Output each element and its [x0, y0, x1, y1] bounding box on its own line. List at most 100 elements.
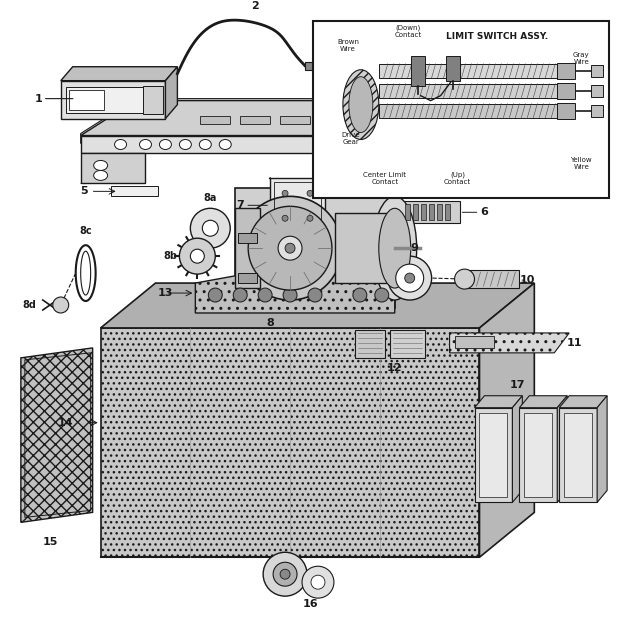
- Ellipse shape: [324, 114, 336, 123]
- Ellipse shape: [200, 139, 211, 150]
- Polygon shape: [81, 101, 500, 135]
- Ellipse shape: [219, 139, 231, 150]
- Text: 15: 15: [43, 537, 58, 547]
- Text: 9: 9: [410, 243, 418, 253]
- Bar: [405, 204, 410, 220]
- Bar: [446, 56, 459, 81]
- Bar: [238, 273, 257, 283]
- Text: LIMIT SWITCH ASSY.: LIMIT SWITCH ASSY.: [446, 32, 547, 41]
- Text: 8d: 8d: [22, 300, 36, 310]
- Bar: [66, 87, 161, 112]
- Ellipse shape: [179, 238, 215, 274]
- Polygon shape: [200, 116, 230, 123]
- Ellipse shape: [94, 160, 108, 170]
- Bar: [557, 103, 575, 119]
- Ellipse shape: [140, 139, 151, 150]
- Bar: [445, 204, 449, 220]
- Ellipse shape: [282, 191, 288, 196]
- Bar: [557, 63, 575, 79]
- Polygon shape: [410, 153, 510, 193]
- Polygon shape: [61, 67, 177, 81]
- Ellipse shape: [454, 269, 474, 289]
- Polygon shape: [81, 251, 91, 295]
- Bar: [355, 330, 385, 358]
- Bar: [270, 178, 325, 233]
- Polygon shape: [195, 273, 395, 313]
- Ellipse shape: [263, 552, 307, 596]
- Text: (Up)
Contact: (Up) Contact: [444, 171, 471, 185]
- Bar: [454, 336, 494, 348]
- Polygon shape: [512, 395, 523, 503]
- Bar: [557, 83, 575, 99]
- Ellipse shape: [238, 196, 342, 300]
- Ellipse shape: [307, 191, 313, 196]
- Ellipse shape: [349, 76, 373, 132]
- Text: 4: 4: [381, 152, 389, 161]
- Bar: [400, 202, 459, 223]
- Bar: [591, 105, 603, 117]
- Ellipse shape: [283, 288, 297, 302]
- Text: 1: 1: [35, 94, 43, 103]
- Bar: [451, 166, 466, 195]
- Ellipse shape: [343, 70, 379, 139]
- Bar: [110, 186, 159, 196]
- Text: Gray
Wire: Gray Wire: [573, 52, 590, 65]
- Ellipse shape: [159, 139, 171, 150]
- Polygon shape: [100, 328, 479, 557]
- Ellipse shape: [405, 273, 415, 283]
- Ellipse shape: [202, 220, 218, 236]
- Text: Drive
Gear: Drive Gear: [342, 132, 360, 145]
- Text: 10: 10: [520, 275, 535, 285]
- Ellipse shape: [233, 288, 247, 302]
- Polygon shape: [61, 81, 166, 119]
- Ellipse shape: [396, 264, 423, 292]
- Polygon shape: [81, 99, 500, 144]
- Bar: [420, 204, 426, 220]
- Text: (Down)
Contact: (Down) Contact: [394, 24, 421, 38]
- Ellipse shape: [388, 256, 432, 300]
- Polygon shape: [400, 135, 520, 153]
- Ellipse shape: [308, 288, 322, 302]
- Polygon shape: [520, 395, 567, 408]
- Text: 13: 13: [157, 288, 173, 298]
- Bar: [274, 182, 321, 229]
- Polygon shape: [21, 348, 92, 523]
- Text: Brown
Wire: Brown Wire: [337, 39, 359, 52]
- Polygon shape: [280, 116, 310, 123]
- Polygon shape: [450, 333, 569, 353]
- Bar: [335, 213, 390, 283]
- Text: 7: 7: [236, 200, 244, 211]
- Polygon shape: [240, 116, 270, 123]
- Ellipse shape: [344, 125, 356, 132]
- Text: 8c: 8c: [79, 226, 92, 236]
- Ellipse shape: [285, 243, 295, 253]
- Bar: [479, 413, 507, 498]
- Bar: [591, 65, 603, 76]
- Text: 8b: 8b: [164, 251, 177, 261]
- Bar: [69, 90, 104, 110]
- Bar: [390, 330, 425, 358]
- Polygon shape: [559, 395, 607, 408]
- Polygon shape: [597, 395, 607, 503]
- Bar: [379, 64, 557, 78]
- Ellipse shape: [311, 575, 325, 589]
- Ellipse shape: [94, 170, 108, 180]
- Polygon shape: [559, 408, 597, 503]
- Bar: [235, 208, 260, 288]
- Ellipse shape: [451, 166, 479, 195]
- Ellipse shape: [353, 288, 367, 302]
- Bar: [410, 56, 425, 85]
- Ellipse shape: [278, 236, 302, 260]
- Text: 3: 3: [512, 186, 519, 195]
- Bar: [564, 413, 592, 498]
- Polygon shape: [81, 153, 146, 184]
- Text: 6: 6: [480, 207, 489, 217]
- Polygon shape: [81, 135, 479, 153]
- Ellipse shape: [273, 562, 297, 586]
- Text: 2: 2: [251, 1, 259, 11]
- Ellipse shape: [302, 566, 334, 598]
- Polygon shape: [479, 283, 534, 557]
- Ellipse shape: [190, 208, 230, 248]
- Ellipse shape: [115, 139, 126, 150]
- Bar: [464, 270, 520, 288]
